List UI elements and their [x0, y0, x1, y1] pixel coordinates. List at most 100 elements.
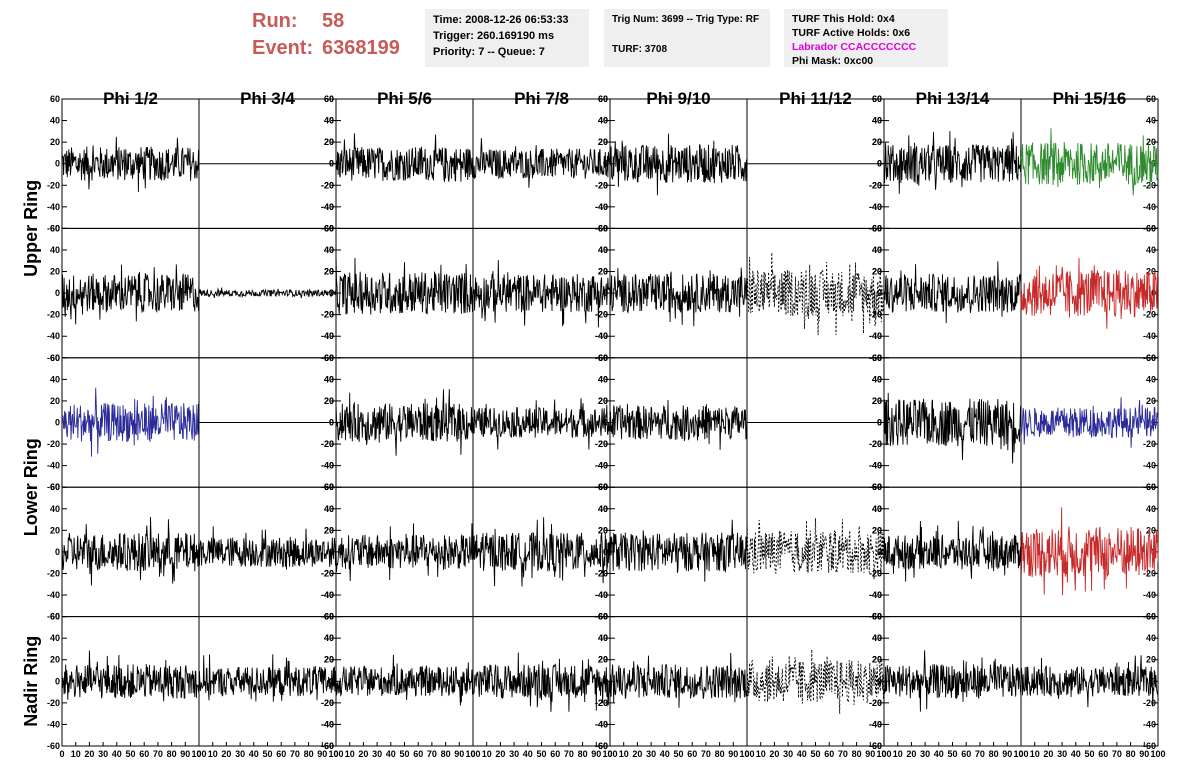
y-tick-label: 20	[50, 267, 60, 277]
waveform-trace	[883, 261, 1022, 324]
waveform-trace	[472, 517, 611, 587]
y-tick-label: 20	[598, 525, 608, 535]
y-tick-label: 0	[877, 676, 882, 686]
waveform-trace	[472, 260, 611, 328]
x-tick-label: 60	[413, 749, 423, 759]
y-tick-label: 60	[50, 223, 60, 233]
time-text: Time: 2008-12-26 06:53:33	[433, 14, 569, 26]
y-tick-label: 40	[598, 245, 608, 255]
x-tick-label: 100	[328, 749, 343, 759]
waveform-trace	[198, 287, 337, 299]
y-tick-label: 40	[324, 504, 334, 514]
x-tick-label: 10	[1030, 749, 1040, 759]
y-tick-label: -40	[869, 719, 882, 729]
waveform-trace	[883, 520, 1022, 582]
y-tick-label: 40	[598, 504, 608, 514]
y-tick-label: 60	[598, 94, 608, 104]
ring-label: Lower Ring	[21, 438, 41, 536]
x-tick-label: 20	[221, 749, 231, 759]
y-tick-label: 20	[872, 655, 882, 665]
waveform-trace	[883, 131, 1022, 194]
run-event-box: Run: 58 Event: 6368199	[252, 8, 400, 62]
y-tick-label: -40	[47, 590, 60, 600]
y-tick-label: -20	[1143, 568, 1156, 578]
y-tick-label: 20	[598, 396, 608, 406]
y-tick-label: 20	[1146, 267, 1156, 277]
y-tick-label: -40	[595, 590, 608, 600]
y-tick-label: 20	[50, 655, 60, 665]
y-tick-label: 20	[324, 655, 334, 665]
waveform-trace	[472, 398, 611, 450]
y-tick-label: -20	[595, 698, 608, 708]
y-tick-label: 60	[598, 482, 608, 492]
y-tick-label: 60	[50, 482, 60, 492]
y-tick-label: 40	[324, 374, 334, 384]
x-tick-label: 30	[783, 749, 793, 759]
x-tick-label: 60	[824, 749, 834, 759]
y-tick-label: 0	[877, 547, 882, 557]
y-tick-label: -20	[47, 439, 60, 449]
y-tick-label: -40	[47, 202, 60, 212]
y-tick-label: 20	[324, 525, 334, 535]
y-tick-label: 0	[877, 418, 882, 428]
y-tick-label: 40	[872, 374, 882, 384]
y-tick-label: -40	[869, 590, 882, 600]
y-tick-label: 40	[872, 374, 882, 384]
x-tick-label: 70	[701, 749, 711, 759]
y-tick-label: -20	[321, 698, 334, 708]
x-tick-label: 100	[1150, 749, 1165, 759]
waveform-trace	[61, 387, 200, 457]
y-tick-label: 40	[872, 116, 882, 126]
y-tick-label: -40	[321, 590, 334, 600]
y-tick-label: -40	[869, 331, 882, 341]
y-tick-label: -60	[47, 482, 60, 492]
y-tick-label: -20	[595, 439, 608, 449]
y-tick-label: 0	[877, 676, 882, 686]
x-tick-label: 100	[465, 749, 480, 759]
y-tick-label: 0	[329, 547, 334, 557]
y-tick-label: -20	[47, 568, 60, 578]
y-tick-label: 60	[324, 353, 334, 363]
x-tick-label: 70	[427, 749, 437, 759]
y-tick-label: 20	[872, 525, 882, 535]
y-tick-label: 40	[50, 633, 60, 643]
y-tick-label: -20	[47, 310, 60, 320]
waveform-trace	[609, 519, 748, 582]
waveform-trace	[609, 267, 748, 327]
y-tick-label: -40	[595, 590, 608, 600]
x-tick-label: 30	[235, 749, 245, 759]
x-tick-label: 0	[1018, 749, 1023, 759]
x-tick-label: 10	[893, 749, 903, 759]
x-tick-label: 10	[345, 749, 355, 759]
y-tick-label: -20	[595, 310, 608, 320]
x-tick-label: 50	[810, 749, 820, 759]
y-tick-label: 60	[324, 612, 334, 622]
y-tick-label: -20	[1143, 439, 1156, 449]
y-tick-label: 40	[598, 116, 608, 126]
phi-mask-text: Phi Mask: 0xc00	[792, 55, 874, 67]
y-tick-label: 60	[1146, 612, 1156, 622]
y-tick-label: 20	[872, 396, 882, 406]
run-value: 58	[322, 10, 345, 32]
waveform-trace	[198, 526, 337, 570]
x-tick-label: 80	[852, 749, 862, 759]
x-tick-label: 60	[687, 749, 697, 759]
x-tick-label: 40	[112, 749, 122, 759]
y-tick-label: 0	[603, 547, 608, 557]
x-tick-label: 20	[632, 749, 642, 759]
y-tick-label: 40	[598, 116, 608, 126]
waveform-trace	[335, 133, 474, 183]
waveform-trace	[883, 392, 1022, 464]
y-tick-label: -20	[1143, 698, 1156, 708]
x-tick-label: 90	[317, 749, 327, 759]
y-tick-label: 0	[877, 159, 882, 169]
y-tick-label: 60	[598, 353, 608, 363]
x-tick-label: 50	[947, 749, 957, 759]
y-tick-label: -40	[869, 202, 882, 212]
event-value: 6368199	[322, 37, 400, 59]
x-tick-label: 70	[1112, 749, 1122, 759]
y-tick-label: 20	[1146, 137, 1156, 147]
waveform-trace	[1020, 397, 1159, 448]
y-tick-label: -20	[321, 310, 334, 320]
